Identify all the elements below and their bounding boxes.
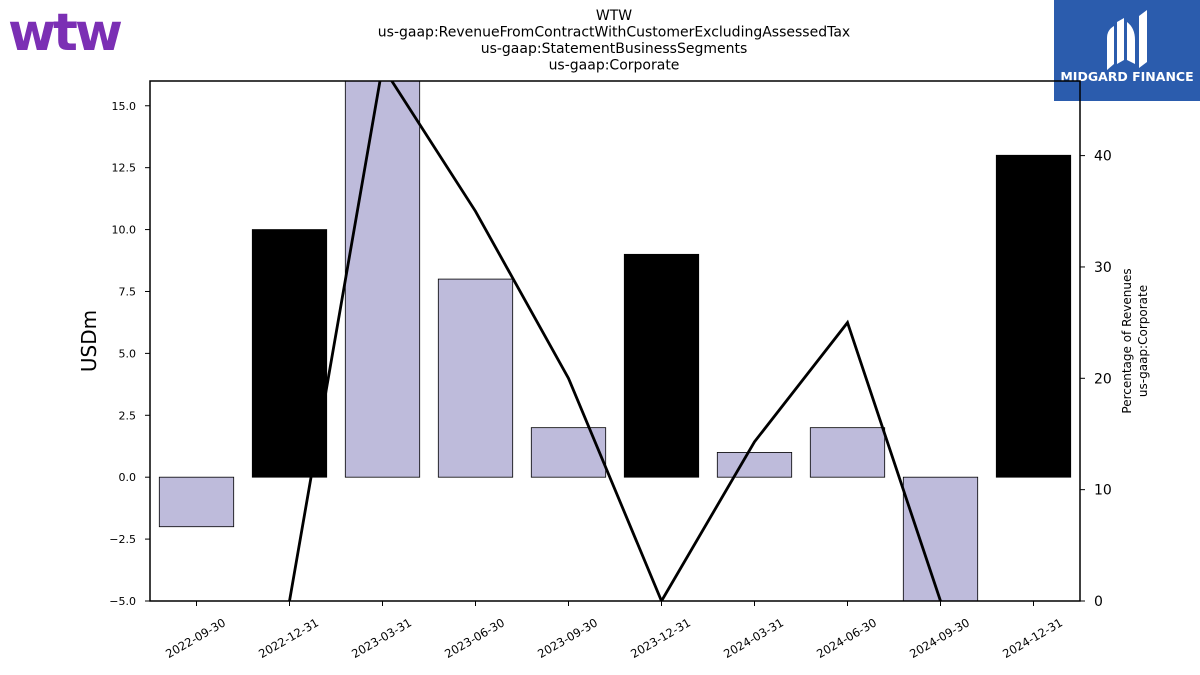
midgard-finance-wordmark: MIDGARD FINANCE bbox=[1060, 69, 1193, 84]
x-tick-label: 2022-09-30 bbox=[163, 615, 228, 661]
y-axis-right: 0 10 20 30 40 bbox=[1080, 149, 1112, 610]
y-tick-label: 7.5 bbox=[119, 285, 137, 298]
x-tick-label: 2023-09-30 bbox=[535, 615, 600, 661]
y-tick-label: 0.0 bbox=[119, 471, 137, 484]
bar bbox=[437, 278, 514, 478]
wtw-logo: wtw bbox=[8, 3, 122, 63]
y-tick-label: 12.5 bbox=[112, 162, 137, 175]
x-tick-label: 2023-03-31 bbox=[349, 615, 414, 661]
title-line: WTW bbox=[596, 8, 632, 24]
x-axis: 2022-09-30 2022-12-31 2023-03-31 2023-06-30… bbox=[163, 601, 1065, 661]
chart-title: WTWus-gaap:RevenueFromContractWithCustom… bbox=[378, 8, 850, 74]
y-axis-left: −5.0 −2.5 0.0 2.5 5.0 7.5 10.0 12.5 15.0 bbox=[109, 100, 150, 608]
x-tick-label: 2022-12-31 bbox=[256, 615, 321, 661]
x-tick-label: 2024-03-31 bbox=[721, 615, 786, 661]
bar bbox=[995, 154, 1072, 478]
y2-axis-label-line: us-gaap:Corporate bbox=[1136, 285, 1150, 397]
plot-frame bbox=[149, 80, 1081, 602]
y-tick-label: 2.5 bbox=[119, 409, 137, 422]
title-line: us-gaap:RevenueFromContractWithCustomerE… bbox=[378, 25, 850, 41]
title-line: us-gaap:Corporate bbox=[549, 58, 680, 74]
y-tick-label: 10.0 bbox=[112, 224, 137, 237]
bar bbox=[623, 253, 700, 478]
y2-tick-label: 30 bbox=[1094, 260, 1112, 276]
y2-tick-label: 40 bbox=[1094, 149, 1112, 165]
y2-tick-label: 0 bbox=[1094, 594, 1103, 610]
y2-axis-label-line: Percentage of Revenues bbox=[1120, 268, 1134, 413]
title-line: us-gaap:StatementBusinessSegments bbox=[481, 41, 748, 57]
x-tick-label: 2023-12-31 bbox=[628, 615, 693, 661]
bar bbox=[530, 427, 607, 478]
bar bbox=[158, 476, 235, 528]
bar bbox=[251, 229, 328, 478]
y-axis-label: USDm bbox=[77, 310, 101, 372]
midgard-finance-logo: MIDGARD FINANCE bbox=[1054, 0, 1200, 101]
midgard-emblem-icon bbox=[1107, 10, 1147, 70]
line-series bbox=[288, 81, 942, 601]
x-tick-label: 2024-06-30 bbox=[814, 615, 879, 661]
y-tick-label: 15.0 bbox=[112, 100, 137, 113]
y2-axis-label: Percentage of Revenues us-gaap:Corporate bbox=[1120, 268, 1150, 413]
y-tick-label: 5.0 bbox=[119, 347, 137, 360]
x-tick-label: 2023-06-30 bbox=[442, 615, 507, 661]
x-tick-label: 2024-09-30 bbox=[907, 615, 972, 661]
line-path bbox=[288, 81, 942, 601]
y-tick-label: −2.5 bbox=[109, 533, 136, 546]
bar-series bbox=[158, 81, 1072, 601]
bar bbox=[809, 427, 886, 478]
bar bbox=[902, 476, 979, 601]
y-tick-label: −5.0 bbox=[109, 595, 136, 608]
bar bbox=[344, 81, 421, 478]
y2-tick-label: 10 bbox=[1094, 483, 1112, 499]
x-tick-label: 2024-12-31 bbox=[1000, 615, 1065, 661]
bar bbox=[716, 452, 793, 478]
plot-border bbox=[149, 80, 1081, 602]
y2-tick-label: 20 bbox=[1094, 371, 1112, 387]
